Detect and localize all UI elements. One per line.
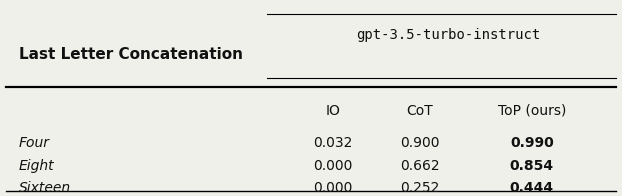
Text: IO: IO [325,104,340,118]
Text: ToP (ours): ToP (ours) [498,104,566,118]
Text: 0.854: 0.854 [510,159,554,173]
Text: 0.900: 0.900 [400,136,440,150]
Text: 0.000: 0.000 [313,159,353,173]
Text: Four: Four [19,136,50,150]
Text: Last Letter Concatenation: Last Letter Concatenation [19,47,243,62]
Text: 0.000: 0.000 [313,181,353,195]
Text: 0.990: 0.990 [510,136,554,150]
Text: 0.444: 0.444 [510,181,554,195]
Text: 0.032: 0.032 [313,136,353,150]
Text: Eight: Eight [19,159,54,173]
Text: Sixteen: Sixteen [19,181,71,195]
Text: 0.252: 0.252 [400,181,440,195]
Text: gpt-3.5-turbo-instruct: gpt-3.5-turbo-instruct [356,28,540,42]
Text: CoT: CoT [406,104,434,118]
Text: 0.662: 0.662 [400,159,440,173]
